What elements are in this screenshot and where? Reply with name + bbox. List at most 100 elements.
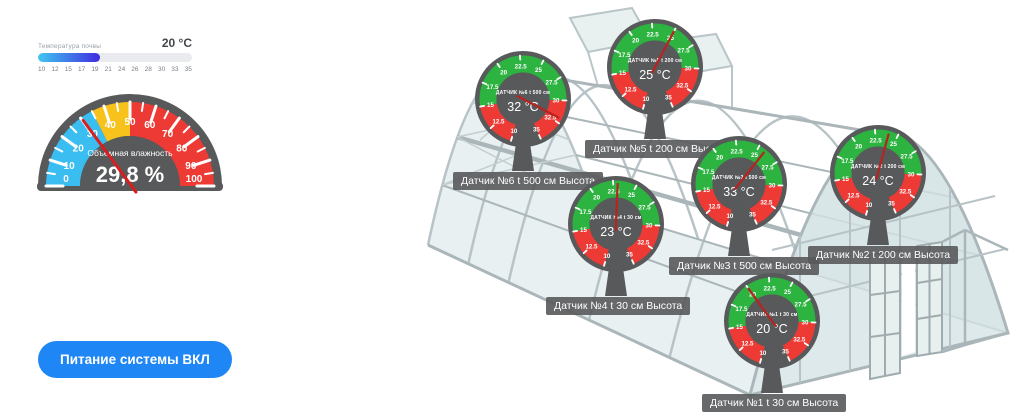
gauge-tick bbox=[556, 76, 562, 81]
gauge-tick-label: 30 bbox=[769, 182, 776, 189]
sensor-gauge-6: 10 12.5 15 17.5 20 22.5 25 27.5 30 32.5 35 ДАТЧИК №… bbox=[453, 47, 604, 190]
gauge-tick-label: 10 bbox=[642, 96, 649, 103]
gauge-tick-label: 22.5 bbox=[647, 31, 660, 38]
sensor-name: ДАТЧИК №3 t 500 см bbox=[712, 175, 766, 181]
gauge-tick bbox=[140, 102, 145, 112]
gauge-tick bbox=[149, 104, 158, 124]
gauge-tick-label: 27.5 bbox=[639, 205, 652, 212]
gauge-tick-label: 35 bbox=[782, 348, 789, 355]
gauge-tick bbox=[46, 171, 56, 176]
gauge-tick bbox=[895, 133, 900, 140]
soil-temperature-bar bbox=[38, 53, 192, 62]
soil-temperature-scale: 10 12 15 17 19 21 24 26 28 30 33 35 bbox=[38, 66, 192, 73]
sensor-name: ДАТЧИК №6 t 500 см bbox=[496, 90, 550, 96]
gauge-zone bbox=[572, 180, 660, 232]
gauge-tick-label: 12.5 bbox=[741, 340, 754, 347]
sensor-gauge-2: 10 12.5 15 17.5 20 22.5 25 27.5 30 32.5 35 ДАТЧИК №… bbox=[808, 121, 959, 264]
gauge-tick-label: 32.5 bbox=[793, 337, 806, 344]
gauge-tick-label: 17.5 bbox=[702, 169, 715, 176]
gauge-tick-label: 12.5 bbox=[624, 86, 637, 93]
gauge-stem bbox=[761, 365, 783, 393]
gauge-stem bbox=[605, 268, 627, 296]
gauge-needle bbox=[614, 182, 619, 232]
gauge-tick-label: 17.5 bbox=[486, 84, 499, 91]
gauge-tick-label: 70 bbox=[162, 129, 174, 140]
sensor-temperature: 24 °C bbox=[862, 174, 893, 188]
gauge-tick-label: 30 bbox=[802, 319, 809, 326]
gauge-tick-label: 17.5 bbox=[618, 52, 631, 59]
gauge-tick-label: 30 bbox=[553, 97, 560, 104]
sensor-temperature: 20 °C bbox=[756, 322, 787, 336]
gauge-tick-label: 15 bbox=[487, 102, 494, 109]
gauge-tick bbox=[649, 201, 655, 206]
sensor-temperature: 33 °C bbox=[723, 185, 754, 199]
gauge-zone bbox=[626, 224, 660, 264]
scale-tick: 35 bbox=[184, 66, 192, 73]
gauge-tick-label: 32.5 bbox=[676, 83, 689, 90]
gauge-tick bbox=[603, 261, 607, 267]
gauge-tick-label: 50 bbox=[124, 117, 136, 128]
gauge-tick bbox=[589, 187, 594, 193]
gauge-tick bbox=[844, 198, 850, 204]
gauge-tick-label: 12.5 bbox=[708, 203, 721, 210]
gauge-zone bbox=[533, 99, 567, 139]
gauge-tick-label: 12.5 bbox=[847, 192, 860, 199]
gauge-tick bbox=[182, 135, 200, 149]
scale-tick: 33 bbox=[171, 66, 179, 73]
scale-tick: 12 bbox=[51, 66, 59, 73]
gauge-tick bbox=[69, 125, 78, 134]
gauge-tick-label: 25 bbox=[535, 67, 542, 74]
gauge-tick-label: 10 bbox=[865, 202, 872, 209]
gauge-tick-label: 20 bbox=[632, 38, 639, 45]
gauge-tick-label: 35 bbox=[533, 126, 540, 133]
gauge-tick-label: 60 bbox=[144, 120, 156, 131]
gauge-tick bbox=[496, 62, 501, 68]
gauge-zone bbox=[611, 23, 699, 75]
gauge-tick bbox=[836, 155, 843, 160]
gauge-tick-label: 20 bbox=[500, 70, 507, 77]
gauge-tick-label: 80 bbox=[176, 143, 188, 154]
gauge-tick-label: 15 bbox=[736, 324, 743, 331]
gauge-tick-label: 90 bbox=[185, 161, 197, 172]
gauge-tick-label: 22.5 bbox=[515, 63, 528, 70]
gauge-tick-label: 32.5 bbox=[899, 189, 912, 196]
gauge-tick bbox=[631, 259, 635, 265]
gauge-tick bbox=[770, 205, 776, 210]
gauge-tick bbox=[182, 125, 191, 134]
gauge-tick bbox=[909, 194, 915, 199]
gauge-tick-label: 30 bbox=[646, 222, 653, 229]
gauge-zone bbox=[888, 173, 922, 213]
gauge-tick-label: 10 bbox=[603, 253, 610, 260]
gauge-tick-label: 12.5 bbox=[585, 243, 598, 250]
gauge-tick bbox=[102, 104, 111, 124]
soil-temperature-header: Температура почвы 20 °C bbox=[38, 36, 192, 50]
gauge-tick bbox=[738, 346, 744, 352]
gauge-tick bbox=[628, 30, 633, 36]
soil-temperature-value: 20 °C bbox=[161, 36, 192, 50]
gauge-tick-label: 27.5 bbox=[762, 165, 775, 172]
gauge-tick-label: 17.5 bbox=[735, 306, 748, 313]
gauge-tick bbox=[712, 147, 717, 153]
gauge-tick-label: 100 bbox=[186, 174, 203, 185]
gauge-stem bbox=[512, 143, 534, 171]
sensor-caption: Датчик №6 t 500 см Высота bbox=[453, 172, 604, 190]
system-power-button[interactable]: Питание системы ВКЛ bbox=[38, 341, 232, 378]
gauge-needle bbox=[516, 95, 560, 119]
gauge-tick-label: 27.5 bbox=[901, 154, 914, 161]
sensor-temperature: 32 °C bbox=[507, 100, 538, 114]
gauge-tick-label: 10 bbox=[726, 213, 733, 220]
gauge-tick-label: 35 bbox=[665, 94, 672, 101]
gauge-tick bbox=[613, 49, 620, 54]
gauge-tick bbox=[479, 104, 486, 108]
gauge-tick bbox=[540, 59, 545, 66]
gauge-zone bbox=[835, 177, 871, 215]
gauge-tick bbox=[705, 209, 711, 215]
gauge-tick bbox=[192, 158, 212, 167]
sensor-temperature: 23 °C bbox=[600, 225, 631, 239]
scale-tick: 30 bbox=[157, 66, 166, 73]
gauge-tick-label: 20 bbox=[855, 144, 862, 151]
